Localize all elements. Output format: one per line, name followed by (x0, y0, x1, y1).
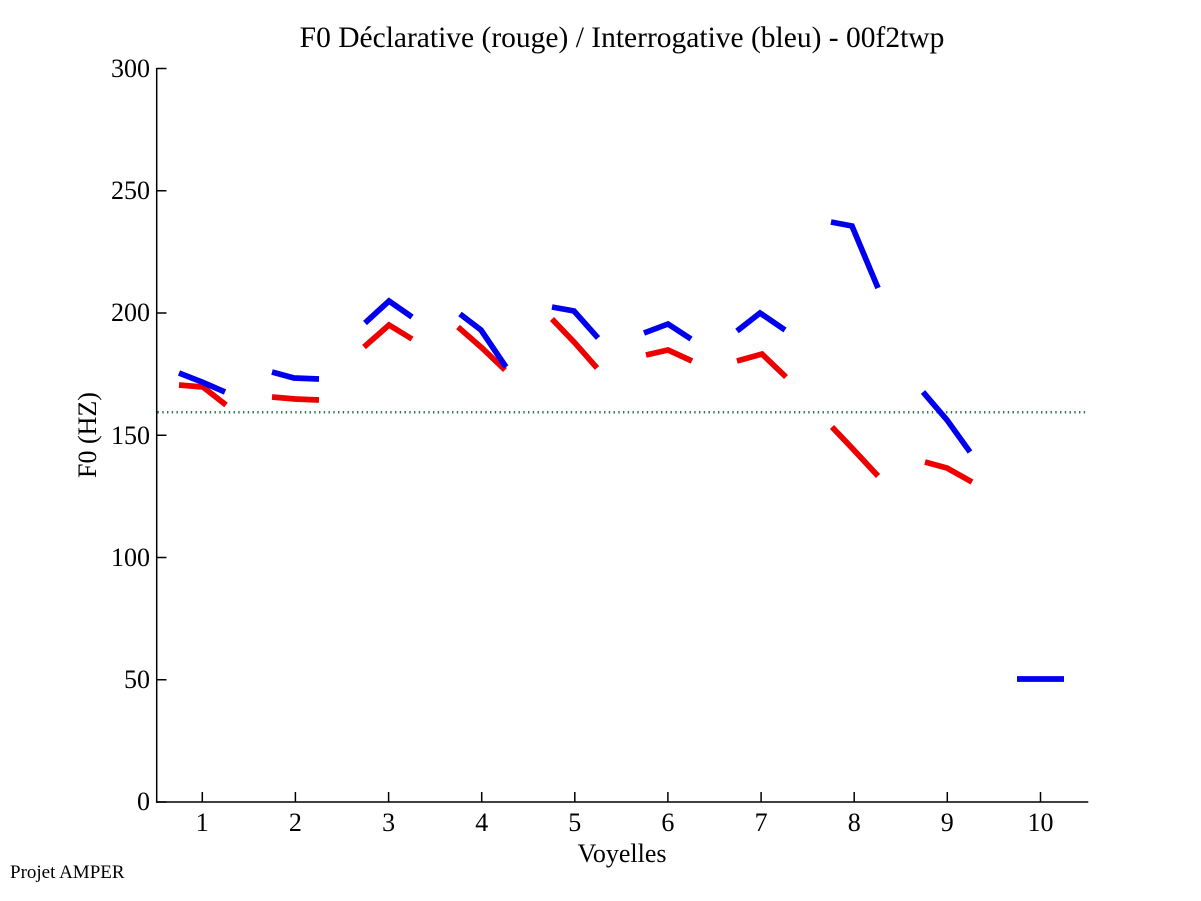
svg-text:5: 5 (568, 808, 581, 837)
svg-text:7: 7 (755, 808, 768, 837)
svg-text:50: 50 (124, 665, 150, 694)
svg-text:3: 3 (382, 808, 395, 837)
svg-text:1: 1 (196, 808, 209, 837)
svg-text:250: 250 (111, 176, 150, 205)
svg-text:300: 300 (111, 54, 150, 83)
svg-text:6: 6 (661, 808, 674, 837)
svg-text:150: 150 (111, 421, 150, 450)
svg-text:F0 Déclarative (rouge) / Inter: F0 Déclarative (rouge) / Interrogative (… (300, 22, 945, 54)
svg-text:2: 2 (289, 808, 302, 837)
svg-text:200: 200 (111, 298, 150, 327)
svg-text:F0 (HZ): F0 (HZ) (73, 392, 102, 478)
svg-text:Projet AMPER: Projet AMPER (10, 862, 125, 883)
svg-text:9: 9 (941, 808, 954, 837)
svg-text:0: 0 (137, 787, 150, 816)
svg-text:100: 100 (111, 543, 150, 572)
svg-text:10: 10 (1028, 808, 1054, 837)
svg-text:8: 8 (848, 808, 861, 837)
svg-text:Voyelles: Voyelles (577, 839, 666, 868)
svg-text:4: 4 (475, 808, 488, 837)
